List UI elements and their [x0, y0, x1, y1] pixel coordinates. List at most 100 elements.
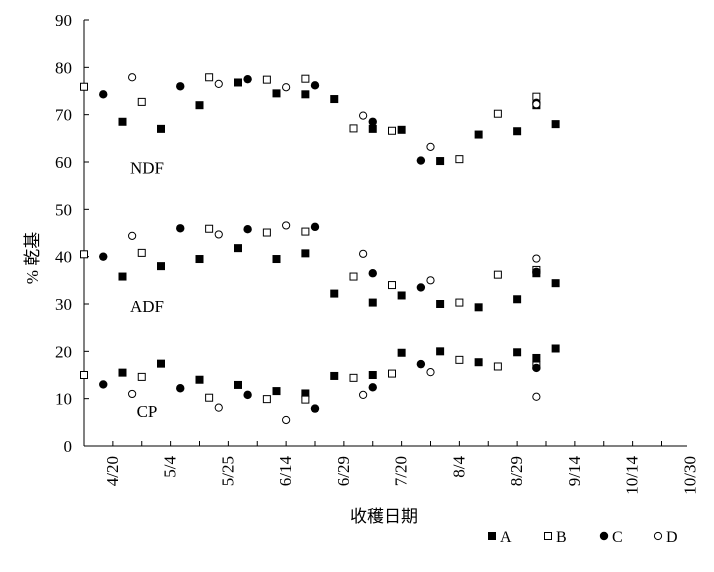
data-point-B: [301, 227, 310, 236]
annotation-ndf: NDF: [130, 159, 164, 178]
data-point-C: [310, 222, 320, 232]
data-point-B: [388, 281, 396, 290]
legend-marker-A: [488, 532, 496, 540]
data-point-A: [272, 255, 281, 264]
data-point-A: [474, 130, 483, 139]
data-point-C: [532, 267, 541, 277]
data-point-A: [234, 78, 242, 87]
y-tick-label: 50: [55, 200, 72, 219]
data-point-D: [128, 389, 137, 399]
data-point-A: [436, 347, 445, 356]
data-point-C: [368, 269, 377, 278]
y-tick-label: 0: [64, 437, 73, 456]
legend-label-B: B: [556, 529, 567, 546]
data-point-D: [359, 390, 368, 399]
data-point-D: [128, 231, 137, 240]
y-tick-label: 30: [55, 295, 72, 314]
x-tick-label: 10/14: [623, 456, 642, 495]
data-point-D: [532, 254, 541, 263]
legend-label-C: C: [612, 529, 623, 546]
x-tick-label: 10/30: [680, 456, 699, 495]
data-point-B: [349, 373, 358, 382]
data-point-D: [214, 230, 223, 239]
y-tick-label: 20: [55, 342, 72, 361]
data-point-A: [272, 387, 281, 396]
data-point-D: [532, 100, 541, 109]
data-point-B: [137, 248, 146, 257]
data-point-A: [397, 348, 406, 357]
data-point-B: [262, 395, 271, 404]
data-point-D: [128, 73, 137, 82]
legend-label-D: D: [666, 529, 678, 546]
data-point-A: [397, 125, 406, 134]
data-point-A: [551, 120, 560, 129]
annotations: NDF ADF CP: [130, 159, 164, 421]
data-point-B: [80, 250, 88, 259]
data-point-D: [359, 111, 368, 120]
legend-label-A: A: [500, 529, 512, 546]
legend-marker-D: [653, 531, 663, 541]
data-point-A: [436, 157, 445, 166]
data-point-C: [416, 283, 426, 292]
data-point-B: [137, 372, 146, 381]
data-point-C: [368, 383, 377, 392]
y-tick-label: 80: [55, 58, 72, 77]
data-point-C: [310, 81, 320, 90]
axis-ticks: 0 10 20 30 40 50 60 70 80 90 4/20 5/4 5/25 6/14 6/29 7/…: [55, 11, 699, 495]
data-point-A: [513, 127, 522, 136]
data-point-B: [301, 74, 310, 83]
data-point-A: [330, 95, 339, 104]
data-point-A: [368, 124, 377, 133]
data-point-B: [137, 97, 146, 106]
data-point-A: [397, 291, 406, 300]
data-point-D: [282, 83, 291, 92]
data-point-D: [532, 392, 541, 401]
data-point-B: [388, 126, 396, 135]
data-points: [80, 73, 560, 425]
data-point-C: [99, 252, 108, 261]
data-point-C: [176, 224, 185, 233]
data-point-C: [176, 82, 185, 91]
data-point-A: [234, 244, 242, 253]
data-point-B: [349, 272, 358, 281]
data-point-D: [282, 415, 291, 425]
x-tick-label: 8/29: [507, 456, 526, 486]
data-point-D: [426, 276, 435, 285]
series-A: [118, 78, 560, 398]
data-point-C: [99, 380, 108, 389]
data-point-B: [388, 369, 396, 378]
data-point-C: [243, 390, 252, 400]
data-point-A: [301, 389, 310, 398]
y-tick-label: 60: [55, 153, 72, 172]
data-point-A: [118, 117, 127, 126]
data-point-B: [205, 224, 214, 233]
data-point-A: [551, 279, 560, 288]
annotation-adf: ADF: [130, 297, 164, 316]
data-point-A: [157, 262, 165, 271]
annotation-cp: CP: [137, 402, 158, 421]
y-axis-label: % 乾基: [23, 232, 42, 284]
data-point-A: [474, 303, 483, 312]
x-tick-label: 6/29: [334, 456, 353, 486]
data-point-A: [368, 298, 377, 307]
data-point-C: [310, 404, 320, 413]
y-tick-label: 10: [55, 390, 72, 409]
x-tick-label: 7/20: [392, 456, 411, 486]
legend-marker-B: [544, 532, 552, 540]
axes: [83, 20, 687, 447]
data-point-B: [205, 393, 214, 402]
x-tick-label: 5/25: [218, 456, 237, 486]
data-point-D: [359, 249, 368, 258]
data-point-D: [214, 79, 223, 89]
x-tick-label: 5/4: [161, 456, 180, 478]
data-point-D: [214, 403, 223, 412]
data-point-A: [330, 371, 339, 380]
legend: A B C D: [488, 529, 678, 546]
data-point-D: [426, 368, 435, 377]
data-point-C: [176, 384, 185, 393]
data-point-A: [368, 371, 377, 379]
data-point-B: [349, 124, 358, 133]
data-point-A: [195, 375, 204, 384]
data-point-B: [80, 371, 88, 379]
